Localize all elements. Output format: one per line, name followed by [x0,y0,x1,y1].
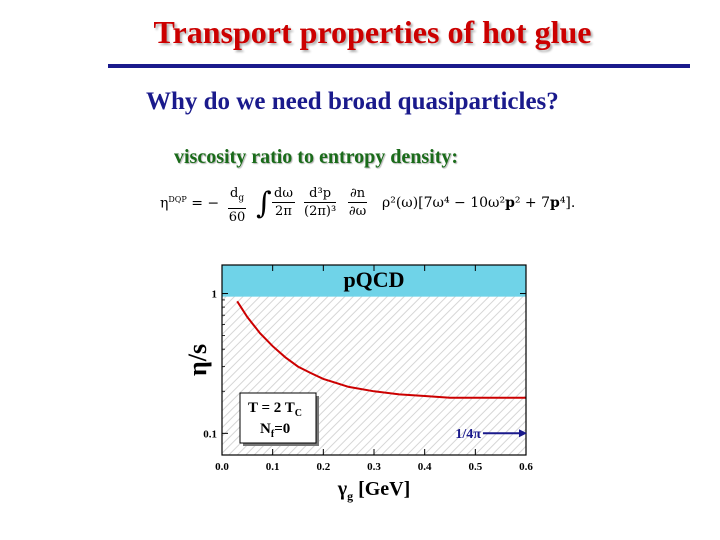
inset-box [239,392,317,444]
formula-frac-domega: dω 2π [272,185,295,220]
x-axis-label: γg [GeV] [337,478,411,503]
formula-frac-dn-domega: ∂n ∂ω [348,185,368,220]
formula-label: viscosity ratio to entropy density: [174,146,459,168]
x-tick-label: 0.4 [418,461,432,473]
x-tick-label: 0.6 [519,461,533,473]
y-tick-label: 1 [212,289,218,301]
formula-frac3-den: (2π)³ [304,204,337,219]
x-axis-sub: g [347,489,353,503]
y-axis-label: η/s [183,344,212,376]
formula-p1: p [505,195,515,211]
x-axis-symbol: γ [337,478,348,500]
bound-arrow-head [519,429,527,438]
inset-nf-sub: f [271,429,275,440]
inset-line-flavors: Nf=0 [260,421,290,440]
formula-frac3-num: d³p [304,185,337,203]
formula-frac2-num: dω [272,186,295,203]
formula-eta: η [160,195,169,212]
formula-frac1-num-sub: g [238,193,245,204]
formula-frac4-num: ∂n [348,186,368,203]
x-tick-label: 0.5 [468,461,482,473]
axes [221,264,527,456]
slide-subtitle: Why do we need broad quasiparticles? [146,88,559,115]
formula-eta-sup: DQP [168,195,187,204]
series-layer [236,300,526,399]
viscosity-chart: pQCD 0.0 0.1 0.2 0.3 0.4 0.5 0.6 1 0.1 γg [GeV] η/… [183,264,533,503]
series-line [236,300,526,399]
pqcd-band-label: pQCD [343,267,404,292]
inset-line-temperature: T = 2 TC [248,400,302,419]
y-tick-label: 0.1 [203,428,217,440]
slide-title: Transport properties of hot glue [153,14,592,50]
x-tick-label: 0.0 [215,461,229,473]
formula-p2: p [550,195,560,211]
x-axis-unit: [GeV] [353,478,410,500]
formula-frac1-num: d [230,186,239,201]
inset-temp-sub: C [295,408,302,419]
x-tick-label: 0.3 [367,461,381,473]
bound-label: 1/4π [455,427,481,442]
tick-labels: 0.0 0.1 0.2 0.3 0.4 0.5 0.6 1 0.1 γg [GeV] η/s [183,289,533,503]
formula-rhs: ρ²(ω)[7ω⁴ − 10ω²p² + 7p⁴]. [382,195,575,211]
formula-frac-d3p: d³p (2π)³ [304,185,337,220]
x-tick-label: 0.2 [316,461,330,473]
annotations: 1/4π T = 2 TC Nf=0 [239,392,527,446]
formula-lhs: ηDQP = − [160,195,219,212]
formula-integral: ∫ [256,186,272,221]
formula-mid: ² + 7 [514,195,551,211]
inset-nf-text: N [260,421,271,437]
plot-frame [221,264,527,456]
inset-temp-text: T = 2 T [248,400,295,416]
formula-frac4-den: ∂ω [348,204,367,219]
viscosity-formula: ηDQP = − dg 60 ∫ dω 2π d³p (2π)³ ∂n ∂ω ρ… [158,180,588,228]
formula-equals: = − [191,195,220,212]
x-tick-label: 0.1 [266,461,280,473]
formula-rho: ρ²(ω)[7ω⁴ − 10ω² [382,195,506,211]
inset-nf-rest: =0 [274,421,290,437]
formula-end: ⁴]. [559,195,576,211]
formula-frac2-den: 2π [275,204,292,219]
formula-frac-dg-60: dg 60 [228,185,247,226]
title-rule [108,64,690,68]
formula-frac1-den: 60 [228,209,246,225]
